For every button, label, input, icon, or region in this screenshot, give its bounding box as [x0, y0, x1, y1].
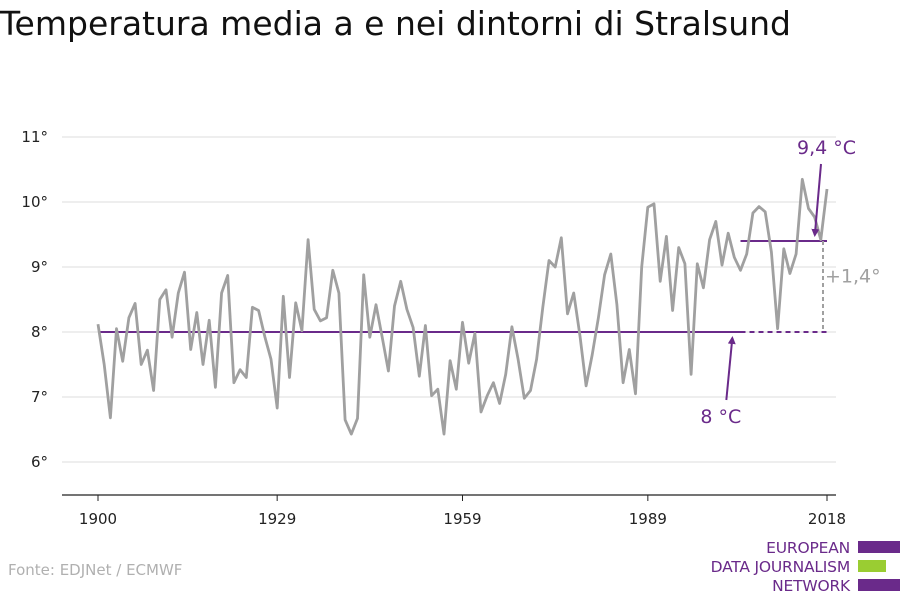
x-tick-label: 1959: [443, 510, 481, 528]
x-tick-label: 1900: [79, 510, 117, 528]
y-tick-label: 10°: [21, 193, 48, 211]
logo-line-3: NETWORK: [772, 577, 850, 595]
source-credit: Fonte: EDJNet / ECMWF: [8, 561, 183, 579]
y-tick-label: 6°: [31, 453, 48, 471]
reference-lines: +1,4°: [98, 240, 881, 333]
y-tick-label: 11°: [21, 128, 48, 146]
logo-bar-purple-bottom: [858, 579, 900, 591]
annotations: 9,4 °C 8 °C: [700, 137, 856, 428]
chart-title: Temperatura media a e nei dintorni di St…: [0, 4, 791, 43]
edjnet-logo: EUROPEAN DATA JOURNALISM NETWORK: [700, 538, 900, 600]
x-tick-label: 1929: [258, 510, 296, 528]
y-tick-label: 8°: [31, 323, 48, 341]
logo-line-1: EUROPEAN: [766, 539, 850, 557]
logo-bar-green: [858, 560, 886, 572]
delta-label: +1,4°: [825, 266, 881, 288]
annotation-recent-arrow: [811, 163, 822, 237]
logo-bar-purple-top: [858, 541, 900, 553]
series-layer: [96, 177, 829, 436]
y-tick-label: 9°: [31, 258, 48, 276]
logo-line-2: DATA JOURNALISM: [710, 558, 851, 576]
annotation-baseline-arrow: [725, 336, 736, 401]
y-tick-label: 7°: [31, 388, 48, 406]
x-axis: 1900 1929 1959 1989 2018: [62, 494, 846, 528]
temperature-line: [96, 177, 829, 436]
annotation-baseline: 8 °C: [700, 406, 741, 428]
x-tick-label: 1989: [629, 510, 667, 528]
annotation-recent: 9,4 °C: [797, 137, 856, 159]
x-tick-label: 2018: [808, 510, 846, 528]
